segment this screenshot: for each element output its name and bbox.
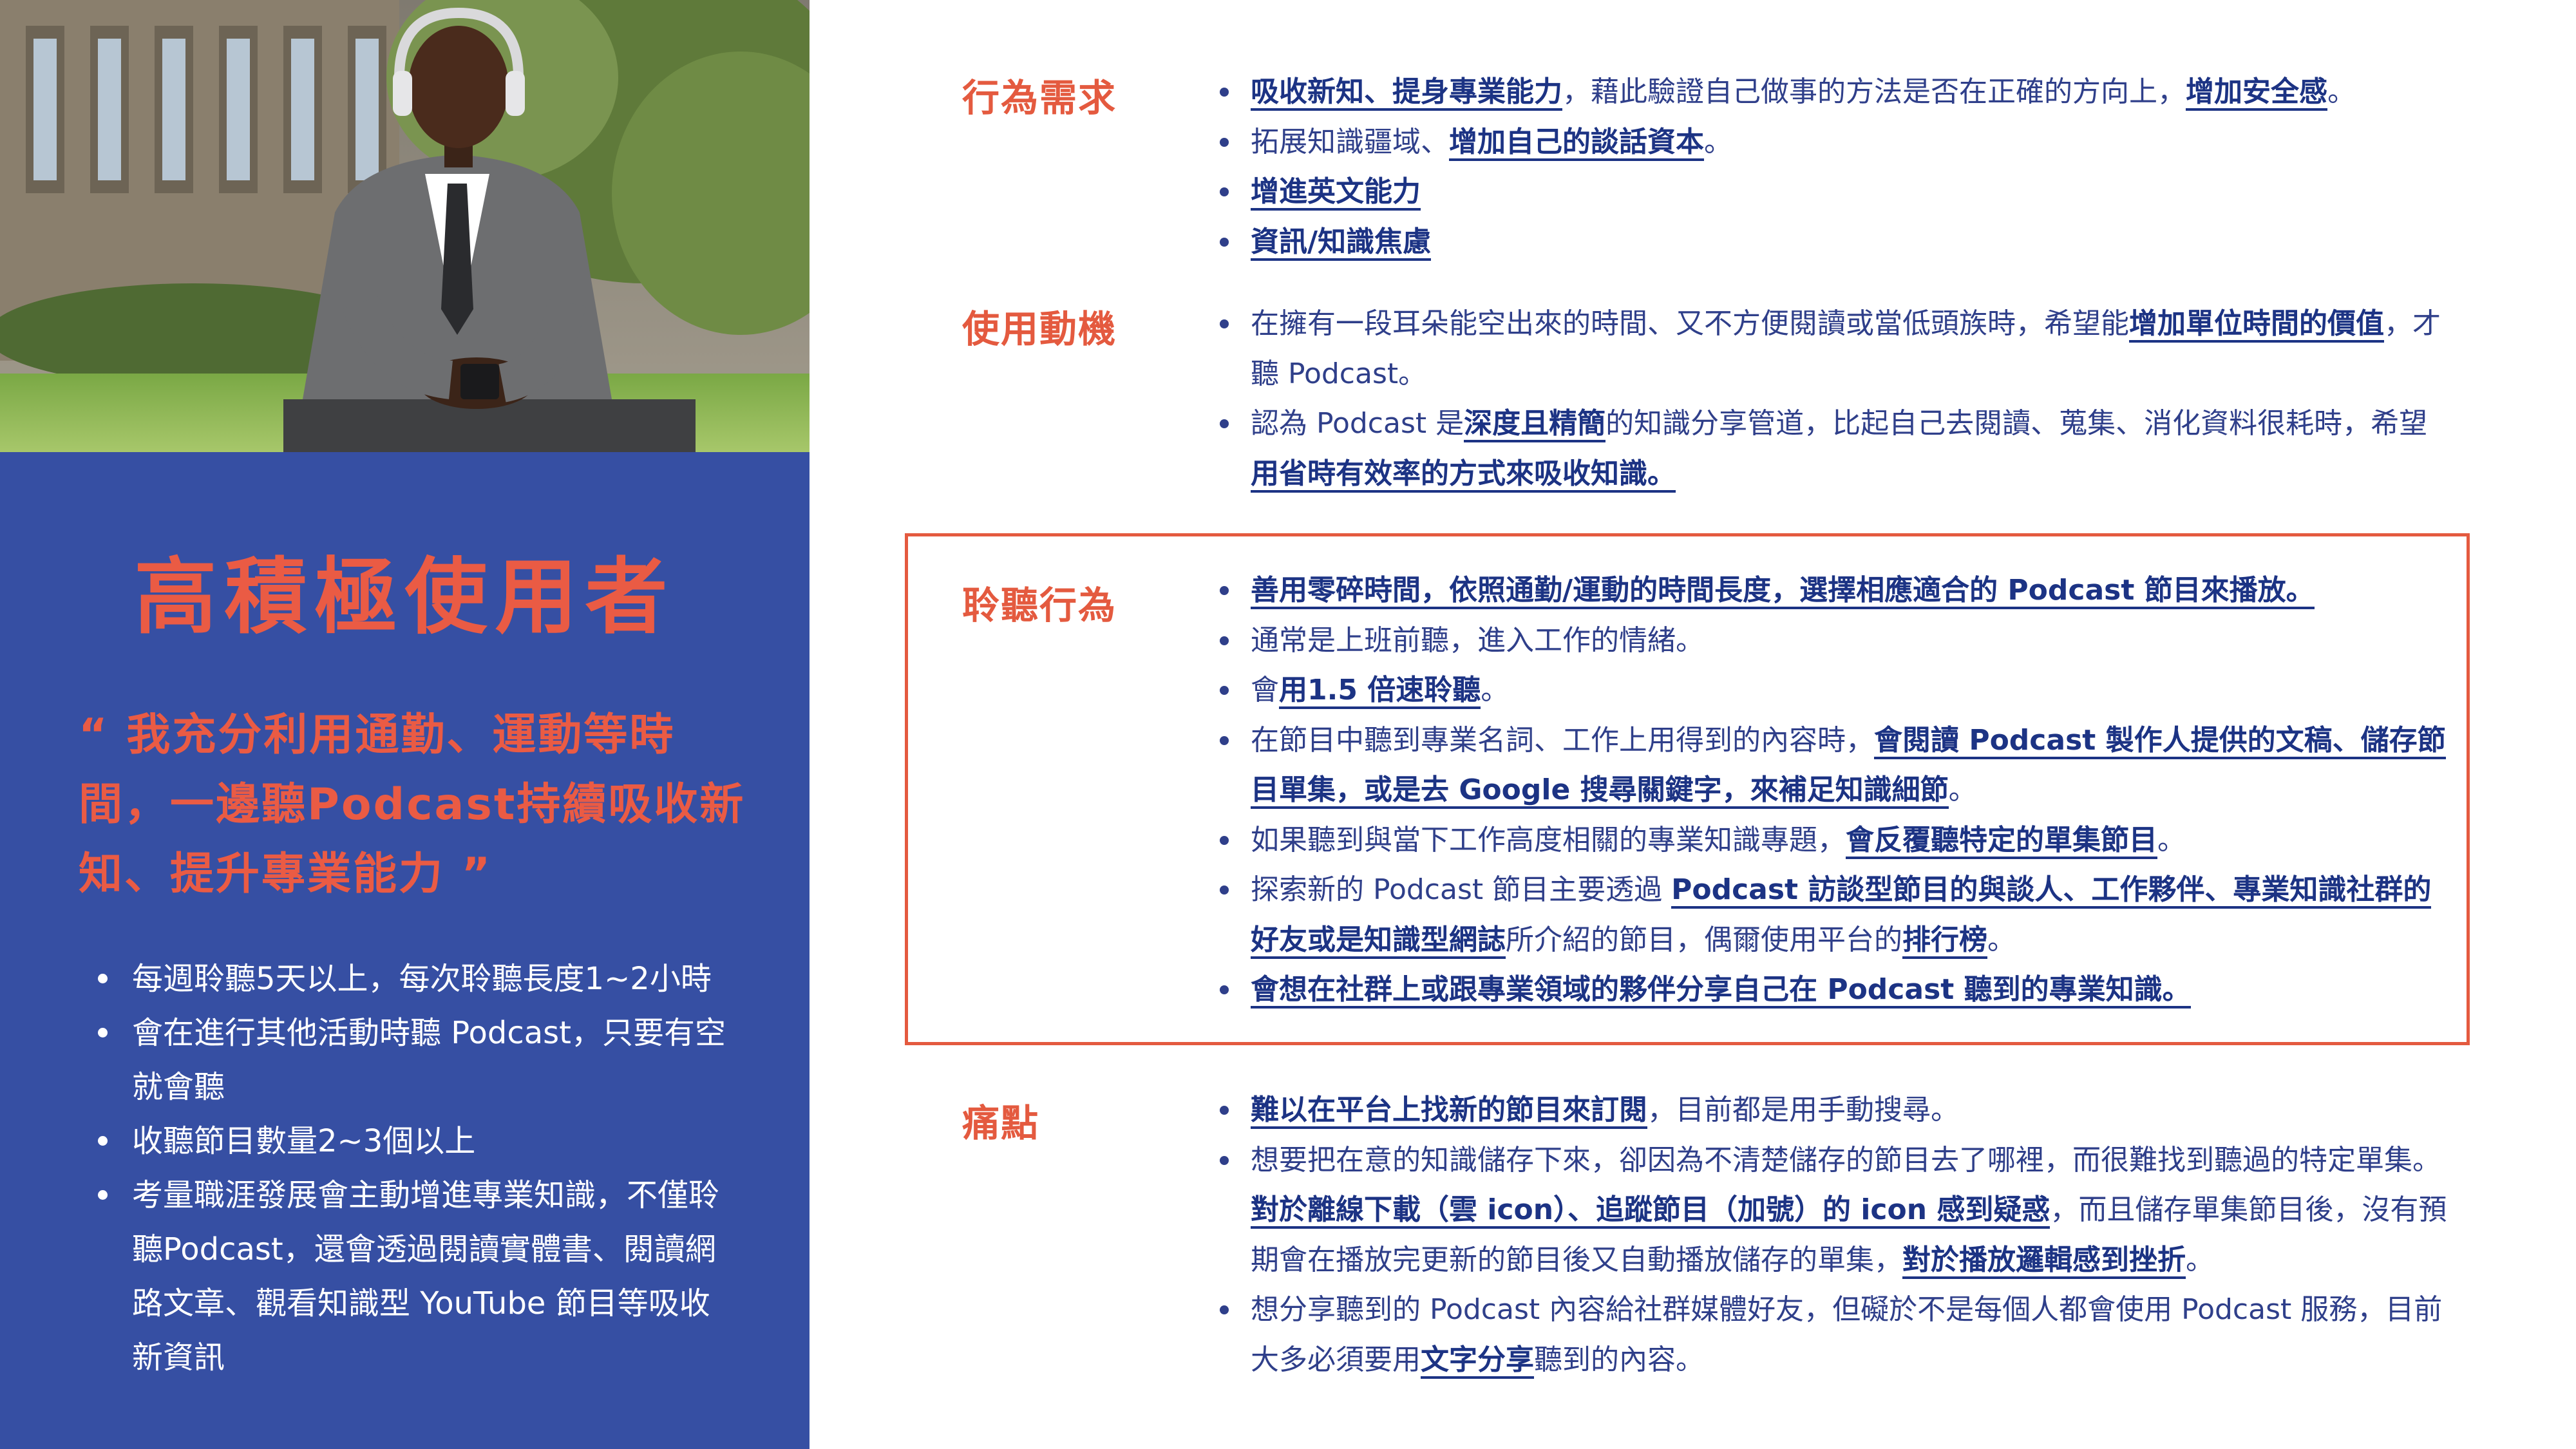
body-text: 。 xyxy=(1948,773,1977,806)
highlighted-text: 增加單位時間的價值 xyxy=(2129,307,2384,343)
body-text: 。 xyxy=(1704,125,1732,158)
bullet-item: 會用1.5 倍速聆聽。 xyxy=(1212,665,2455,715)
bullet-item: 會想在社群上或跟專業領域的夥伴分享自己在 Podcast 聽到的專業知識。 xyxy=(1212,965,2455,1015)
persona-panel: 高積極使用者 “ 我充分利用通勤、運動等時間，一邊聽Podcast持續吸收新知、… xyxy=(0,0,810,1449)
bullet-item: 吸收新知、提身專業能力，藉此驗證自己做事的方法是否在正確的方向上，增加安全感。 xyxy=(1212,67,2455,117)
section-list-needs: 吸收新知、提身專業能力，藉此驗證自己做事的方法是否在正確的方向上，增加安全感。拓… xyxy=(1212,67,2455,267)
body-text: 所介紹的節目，偶爾使用平台的 xyxy=(1506,923,1902,956)
body-text: 。 xyxy=(2186,1243,2214,1276)
habits-list: 每週聆聽5天以上，每次聆聽長度1~2小時 會在進行其他活動時聽 Podcast，… xyxy=(84,952,728,1385)
body-text: ，藉此驗證自己做事的方法是否在正確的方向上， xyxy=(1562,75,2186,108)
highlighted-text: 對於播放邏輯感到挫折 xyxy=(1902,1243,2186,1279)
body-text: 探索新的 Podcast 節目主要透過 xyxy=(1251,873,1672,906)
persona-title: 高積極使用者 xyxy=(134,549,676,645)
highlighted-text: 文字分享 xyxy=(1421,1343,1534,1379)
bullet-item: 增進英文能力 xyxy=(1212,167,2455,217)
body-text: 想分享聽到的 Podcast 內容給社群媒體好友，但礙於不是每個人都會使用 Po… xyxy=(1251,1293,2443,1376)
bullet-item: 認為 Podcast 是深度且精簡的知識分享管道，比起自己去閱讀、蒐集、消化資料… xyxy=(1212,399,2455,498)
highlighted-text: 善用零碎時間，依照通勤/運動的時間長度，選擇相應適合的 Podcast 節目來播… xyxy=(1251,574,2315,609)
highlighted-text: 會閱讀 Podcast 製作人提供的文稿、儲存節目單集，或是去 Google 搜… xyxy=(1251,723,2446,809)
body-text: 如果聽到與當下工作高度相關的專業知識專題， xyxy=(1251,823,1846,857)
bullet-item: 如果聽到與當下工作高度相關的專業知識專題，會反覆聽特定的單集節目。 xyxy=(1212,815,2455,866)
body-text: 。 xyxy=(1987,923,2016,956)
bullet-item: 難以在平台上找新的節目來訂閱，目前都是用手動搜尋。 xyxy=(1212,1085,2455,1135)
body-text: ，而且儲存單集節目後，沒有預期會在播放完更新的節目後又自動播放儲存的單集， xyxy=(1251,1193,2447,1276)
highlighted-text: 排行榜 xyxy=(1902,923,1987,959)
highlighted-text: 深度且精簡 xyxy=(1464,407,1606,442)
listening-behavior-highlight-box xyxy=(905,533,2470,1045)
section-label-listening-behavior: 聆聽行為 xyxy=(962,583,1117,627)
highlighted-text: 會反覆聽特定的單集節目 xyxy=(1846,823,2157,859)
bullet-item: 探索新的 Podcast 節目主要透過 Podcast 訪談型節目的與談人、工作… xyxy=(1212,865,2455,965)
highlighted-text: 用省時有效率的方式來吸收知識。 xyxy=(1251,457,1676,493)
body-text: ，才聽 Podcast。 xyxy=(1251,307,2441,390)
persona-quote: “ 我充分利用通勤、運動等時間，一邊聽Podcast持續吸收新知、提升專業能力 … xyxy=(79,710,746,900)
body-text: 通常是上班前聽，進入工作的情緒。 xyxy=(1251,623,1704,657)
highlighted-text: 增進英文能力 xyxy=(1251,175,1421,211)
highlighted-text: 吸收新知、提身專業能力 xyxy=(1251,75,1562,111)
highlighted-text: Podcast 訪談型節目的與談人、工作夥伴、專業知識社群的好友或是知識型網誌 xyxy=(1251,873,2432,959)
body-text: 。 xyxy=(2327,75,2356,108)
section-list-pain-points: 難以在平台上找新的節目來訂閱，目前都是用手動搜尋。想要把在意的知識儲存下來，卻因… xyxy=(1212,1085,2455,1385)
body-text: 想要把在意的知識儲存下來，卻因為不清楚儲存的節目去了哪裡，而很難找到聽過的特定單… xyxy=(1251,1143,2441,1177)
highlighted-text: 增加自己的談話資本 xyxy=(1449,125,1704,161)
bullet-item: 資訊/知識焦慮 xyxy=(1212,217,2455,267)
habit-item: 考量職涯發展會主動增進專業知識，不僅聆聽Podcast，還會透過閱讀實體書、閱讀… xyxy=(84,1168,728,1385)
section-label-motivation: 使用動機 xyxy=(962,307,1117,351)
habit-item: 會在進行其他活動時聽 Podcast，只要有空就會聽 xyxy=(84,1006,728,1114)
section-label-needs: 行為需求 xyxy=(962,76,1117,120)
section-list-motivation: 在擁有一段耳朵能空出來的時間、又不方便閱讀或當低頭族時，希望能增加單位時間的價值… xyxy=(1212,299,2455,498)
section-label-pain-points: 痛點 xyxy=(962,1101,1040,1145)
body-text: 。 xyxy=(1481,674,1510,706)
body-text: ，目前都是用手動搜尋。 xyxy=(1647,1094,1959,1126)
body-text: 在節目中聽到專業名詞、工作上用得到的內容時， xyxy=(1251,723,1874,757)
bullet-item: 善用零碎時間，依照通勤/運動的時間長度，選擇相應適合的 Podcast 節目來播… xyxy=(1212,565,2455,616)
highlighted-text: 對於離線下載（雲 icon）、追蹤節目（加號）的 icon 感到疑惑 xyxy=(1251,1193,2050,1229)
habit-item: 每週聆聽5天以上，每次聆聽長度1~2小時 xyxy=(84,952,728,1006)
man-with-headphones-photo xyxy=(0,0,810,452)
bullet-item: 想要把在意的知識儲存下來，卻因為不清楚儲存的節目去了哪裡，而很難找到聽過的特定單… xyxy=(1212,1135,2455,1285)
section-list-listening-behavior: 善用零碎時間，依照通勤/運動的時間長度，選擇相應適合的 Podcast 節目來播… xyxy=(1212,565,2455,1015)
body-text: 認為 Podcast 是 xyxy=(1251,407,1464,440)
highlighted-text: 會想在社群上或跟專業領域的夥伴分享自己在 Podcast 聽到的專業知識。 xyxy=(1251,973,2191,1009)
body-text: 在擁有一段耳朵能空出來的時間、又不方便閱讀或當低頭族時，希望能 xyxy=(1251,307,2129,340)
highlighted-text: 增加安全感 xyxy=(2186,75,2327,111)
body-text: 拓展知識疆域、 xyxy=(1251,125,1449,158)
habit-item: 收聽節目數量2~3個以上 xyxy=(84,1114,728,1168)
bullet-item: 想分享聽到的 Podcast 內容給社群媒體好友，但礙於不是每個人都會使用 Po… xyxy=(1212,1285,2455,1385)
body-text: 會 xyxy=(1251,674,1279,706)
highlighted-text: 資訊/知識焦慮 xyxy=(1251,225,1432,261)
bullet-item: 通常是上班前聽，進入工作的情緒。 xyxy=(1212,616,2455,666)
highlighted-text: 難以在平台上找新的節目來訂閱 xyxy=(1251,1094,1647,1129)
bullet-item: 在節目中聽到專業名詞、工作上用得到的內容時，會閱讀 Podcast 製作人提供的… xyxy=(1212,715,2455,815)
body-text: 聽到的內容。 xyxy=(1534,1343,1704,1376)
body-text: 的知識分享管道，比起自己去閱讀、蒐集、消化資料很耗時，希望 xyxy=(1605,407,2428,440)
bullet-item: 拓展知識疆域、增加自己的談話資本。 xyxy=(1212,117,2455,167)
bullet-item: 在擁有一段耳朵能空出來的時間、又不方便閱讀或當低頭族時，希望能增加單位時間的價值… xyxy=(1212,299,2455,399)
highlighted-text: 用1.5 倍速聆聽 xyxy=(1279,674,1481,709)
body-text: 。 xyxy=(2157,823,2186,857)
